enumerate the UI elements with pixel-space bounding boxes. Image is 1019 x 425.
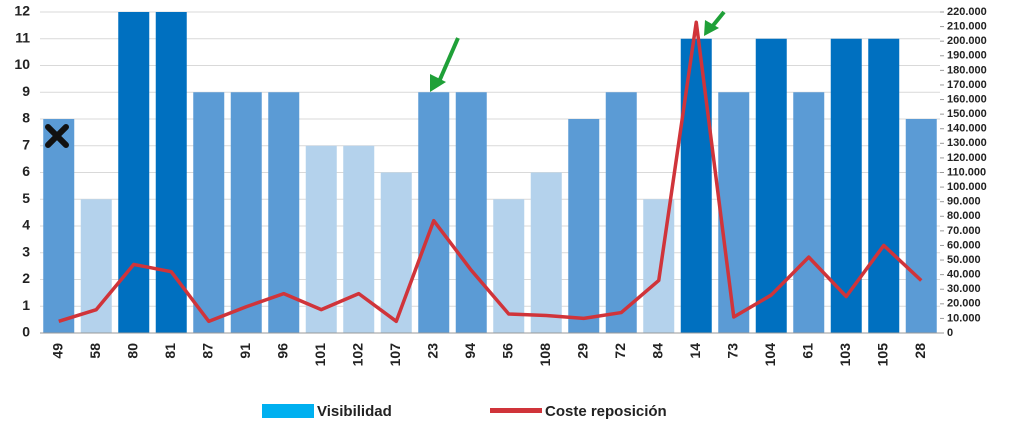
bar (718, 92, 750, 333)
x-tick-label: 102 (349, 343, 365, 367)
y2-tick-label: 200.000 (947, 35, 987, 47)
x-tick-label: 108 (537, 343, 553, 367)
y-tick-label: 11 (15, 29, 30, 45)
y2-tick-label: 160.000 (947, 93, 987, 105)
bar (868, 38, 900, 333)
y2-tick-label: 210.000 (947, 20, 987, 32)
legend-swatch (262, 404, 314, 418)
x-tick-label: 96 (274, 343, 290, 359)
y-tick-label: 5 (22, 190, 30, 206)
y2-tick-label: 170.000 (947, 79, 987, 91)
plot: 0123456789101112010.00020.00030.00040.00… (14, 3, 986, 420)
y-tick-label: 9 (22, 83, 30, 99)
x-tick-label: 101 (312, 343, 328, 367)
x-tick-label: 14 (687, 343, 703, 359)
y-tick-label: 6 (22, 163, 30, 179)
y2-tick-label: 40.000 (947, 269, 981, 281)
y-tick-label: 1 (22, 297, 30, 313)
arrow (436, 37, 460, 85)
y2-tick-label: 30.000 (947, 283, 981, 295)
x-tick-label: 72 (612, 343, 628, 359)
bar (605, 92, 637, 333)
y-tick-label: 0 (22, 324, 30, 340)
bar (493, 199, 525, 333)
x-tick-label: 94 (462, 343, 478, 359)
x-tick-label: 107 (387, 343, 403, 367)
x-tick-label: 23 (424, 343, 440, 359)
y-tick-label: 8 (22, 110, 30, 126)
y2-tick-label: 120.000 (947, 152, 987, 164)
bar (455, 92, 487, 333)
bar (118, 12, 150, 333)
y2-tick-label: 140.000 (947, 123, 987, 135)
x-tick-label: 81 (162, 343, 178, 359)
y2-tick-label: 70.000 (947, 225, 981, 237)
x-tick-label: 49 (49, 343, 65, 359)
y2-tick-label: 80.000 (947, 210, 981, 222)
bar (793, 92, 825, 333)
x-tick-label: 61 (799, 343, 815, 359)
bar (193, 92, 225, 333)
y2-tick-label: 220.000 (947, 6, 987, 18)
bar (680, 38, 712, 333)
bar (155, 12, 187, 333)
bar (905, 119, 937, 333)
bar (305, 145, 337, 333)
bar (568, 119, 600, 333)
y2-tick-label: 100.000 (947, 181, 987, 193)
bar (643, 199, 675, 333)
bar (343, 145, 375, 333)
y-tick-label: 2 (22, 270, 30, 286)
x-tick-label: 73 (724, 343, 740, 359)
y2-tick-label: 150.000 (947, 108, 987, 120)
bar (43, 119, 75, 333)
bar (830, 38, 862, 333)
y2-tick-label: 20.000 (947, 298, 981, 310)
x-tick-label: 105 (874, 343, 890, 367)
x-tick-label: 80 (124, 343, 140, 359)
bar (230, 92, 262, 333)
legend-label: Coste reposición (545, 403, 667, 420)
y-tick-label: 4 (22, 217, 30, 233)
bar (380, 172, 412, 333)
x-tick-label: 29 (574, 343, 590, 359)
y-tick-label: 10 (14, 56, 30, 72)
bar (418, 92, 450, 333)
x-tick-label: 104 (762, 343, 778, 367)
legend-label: Visibilidad (317, 403, 392, 420)
arrow-head (430, 74, 446, 92)
y-tick-label: 7 (22, 136, 30, 152)
x-tick-label: 91 (237, 343, 253, 359)
x-tick-label: 58 (87, 343, 103, 359)
x-tick-label: 103 (837, 343, 853, 367)
y-tick-label: 12 (14, 3, 30, 19)
x-tick-label: 28 (912, 343, 928, 359)
bar (755, 38, 787, 333)
bar (530, 172, 562, 333)
line (58, 20, 923, 324)
y2-tick-label: 10.000 (947, 312, 981, 324)
legend-swatch (490, 408, 542, 413)
y2-tick-label: 110.000 (947, 166, 986, 178)
annotations (45, 10, 726, 148)
x-tick-label: 87 (199, 343, 215, 359)
x-tick-label: 56 (499, 343, 515, 359)
y2-tick-label: 130.000 (947, 137, 987, 149)
y-tick-label: 3 (22, 243, 30, 259)
y2-tick-label: 50.000 (947, 254, 981, 266)
y2-tick-label: 0 (947, 327, 953, 339)
x-marker (45, 124, 69, 148)
y2-tick-label: 190.000 (947, 50, 987, 62)
y2-tick-label: 60.000 (947, 239, 981, 251)
y2-tick-label: 180.000 (947, 64, 987, 76)
x-tick-label: 84 (649, 343, 665, 359)
y2-tick-label: 90.000 (947, 196, 981, 208)
arrow-head (704, 20, 719, 36)
